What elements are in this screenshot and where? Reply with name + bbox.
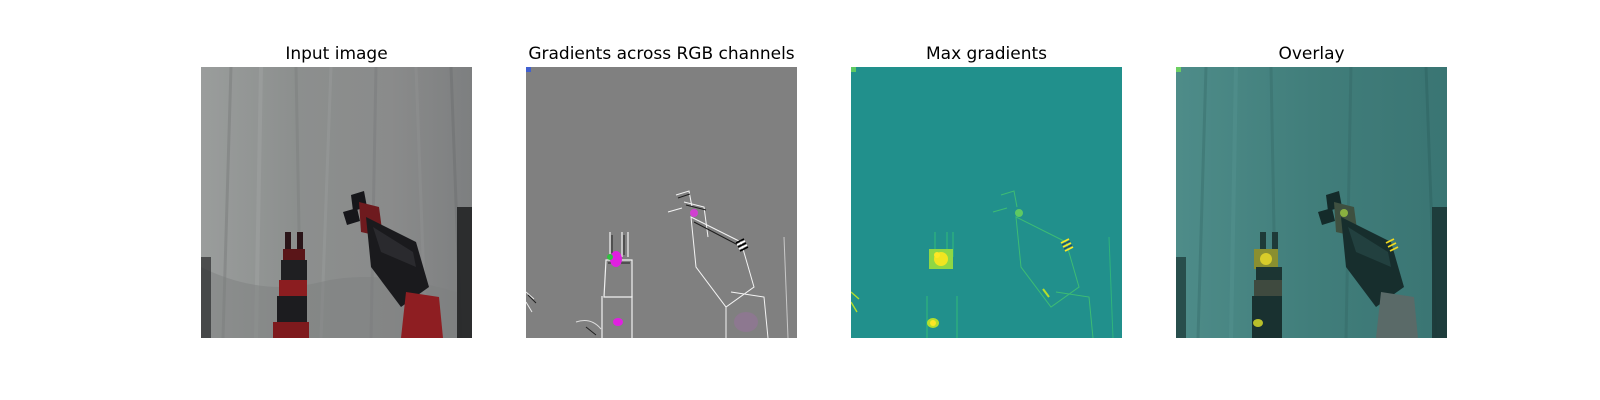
panel-title: Overlay — [1278, 44, 1345, 64]
panel-title: Gradients across RGB channels — [528, 44, 795, 64]
rgb-saliency-map-icon — [526, 67, 797, 338]
panel-input-image: Input image — [201, 40, 472, 338]
robot-arms-photo-icon — [201, 67, 472, 338]
saliency-overlay-photo-icon — [1176, 67, 1447, 338]
gradients-rgb-image — [526, 67, 797, 338]
overlay-image — [1176, 67, 1447, 338]
input-image — [201, 67, 472, 338]
max-saliency-heatmap-icon — [851, 67, 1122, 338]
panel-gradients-rgb: Gradients across RGB channels — [526, 40, 797, 338]
panel-title: Max gradients — [925, 44, 1048, 64]
panel-max-gradients: Max gradients — [851, 40, 1122, 338]
max-gradients-image — [851, 67, 1122, 338]
panel-overlay: Overlay — [1176, 40, 1447, 338]
panel-title: Input image — [285, 44, 388, 64]
